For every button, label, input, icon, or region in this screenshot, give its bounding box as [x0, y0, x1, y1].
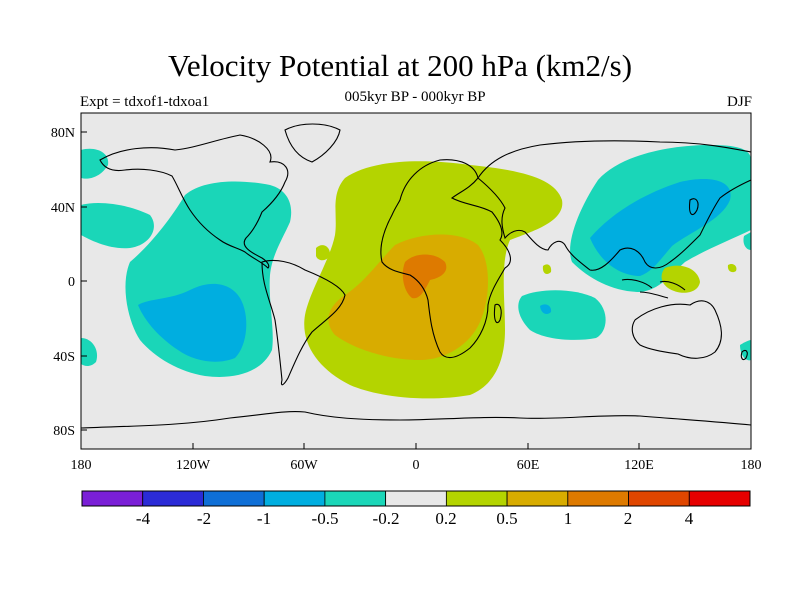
- colorbar-swatch: [142, 490, 204, 507]
- contour-east-pacific-east-edge: [743, 232, 751, 250]
- colorbar-swatch: [263, 490, 326, 507]
- contour-africa-core: [328, 234, 488, 360]
- colorbar-border: [81, 490, 751, 507]
- map-subtitle: 005kyr BP - 000kyr BP: [344, 89, 486, 105]
- colorbar-swatch: [445, 490, 508, 507]
- colorbar: -4 -2 -1 -0.5 -0.2 0.2 0.5 1 2 4: [81, 490, 751, 528]
- x-tick-label: 120E: [624, 458, 654, 473]
- x-tick-label: 0: [413, 458, 420, 473]
- contour-africa-max: [402, 254, 447, 299]
- colorbar-label: 0.5: [496, 509, 517, 528]
- contour-maritime-positive: [727, 263, 737, 273]
- colorbar-swatch: [324, 490, 387, 507]
- coastline-australia: [631, 300, 722, 359]
- map-title: Velocity Potential at 200 hPa (km2/s): [167, 48, 633, 83]
- coastline-europe-africa: [380, 159, 511, 359]
- x-tick-label: 180: [71, 458, 92, 473]
- x-tick-label: 180: [741, 458, 762, 473]
- experiment-label: Expt = tdxof1-tdxoa1: [80, 94, 210, 110]
- y-tick-label: 80N: [51, 126, 75, 141]
- colorbar-swatch: [506, 490, 569, 507]
- coastline-north-america: [99, 134, 289, 269]
- contour-pacific-core: [138, 283, 247, 362]
- colorbar-labels: -4 -2 -1 -0.5 -0.2 0.2 0.5 1 2 4: [136, 509, 694, 528]
- contour-india-positive: [542, 264, 552, 274]
- contour-pacific-northwest: [81, 148, 109, 179]
- coastline-greenland: [284, 123, 341, 163]
- colorbar-swatch: [81, 490, 144, 507]
- colorbar-label: 2: [624, 509, 633, 528]
- colorbar-swatch: [385, 490, 447, 507]
- colorbar-label: 4: [685, 509, 694, 528]
- y-tick-label: 40N: [51, 201, 75, 216]
- contour-asia-core: [590, 179, 731, 276]
- colorbar-swatch: [628, 490, 690, 507]
- colorbar-label: -0.5: [312, 509, 339, 528]
- colorbar-label: 0.2: [435, 509, 456, 528]
- colorbar-label: -2: [197, 509, 211, 528]
- contour-atlantic-blob: [316, 245, 330, 261]
- x-tick-label: 60W: [290, 458, 318, 473]
- contour-philippine-positive: [661, 265, 700, 293]
- contour-pacific-southwest: [81, 338, 98, 366]
- colorbar-label: 1: [564, 509, 573, 528]
- x-tick-labels: 180 120W 60W 0 60E 120E 180: [71, 458, 762, 473]
- coastline-antarctica: [81, 411, 751, 429]
- y-tick-labels: 80N 40N 0 40S 80S: [51, 126, 75, 439]
- x-tick-label: 60E: [517, 458, 540, 473]
- y-tick-label: 80S: [53, 424, 75, 439]
- colorbar-label: -0.2: [373, 509, 400, 528]
- contour-pacific-west-tongue: [81, 203, 154, 249]
- y-tick-label: 40S: [53, 350, 75, 365]
- contour-indian-ocean-core: [540, 304, 552, 314]
- coastline-maritime-continent: [621, 278, 686, 299]
- colorbar-swatch: [203, 490, 265, 507]
- y-tick-label: 0: [68, 275, 75, 290]
- colorbar-label: -1: [257, 509, 271, 528]
- colorbar-swatch: [688, 490, 751, 507]
- tick-marks: [80, 131, 752, 449]
- coastlines: [81, 123, 751, 429]
- coastline-new-zealand: [740, 349, 748, 361]
- coastline-south-america: [261, 259, 346, 386]
- season-label: DJF: [726, 94, 752, 110]
- coastline-asia: [477, 140, 751, 271]
- coastline-madagascar: [493, 303, 502, 324]
- colorbar-label: -4: [136, 509, 151, 528]
- contour-indian-ocean-negative: [518, 290, 606, 340]
- colorbar-swatch: [567, 490, 629, 507]
- x-tick-label: 120W: [176, 458, 211, 473]
- contour-fill-layer: [81, 123, 751, 429]
- coastline-japan: [689, 198, 699, 216]
